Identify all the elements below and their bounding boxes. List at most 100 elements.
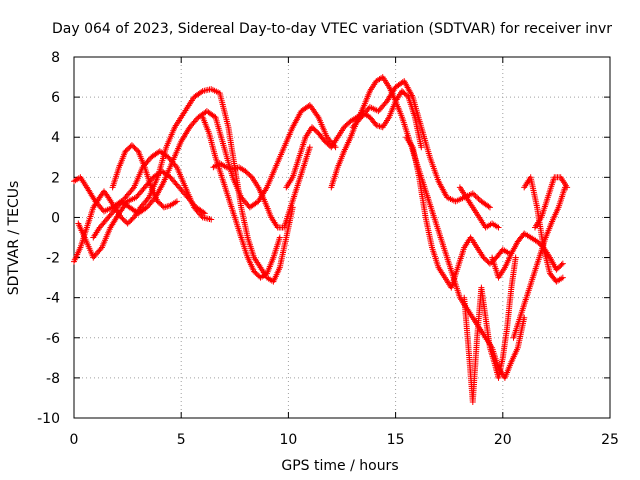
data-point (431, 246, 433, 249)
data-point (169, 176, 172, 179)
data-point (223, 146, 225, 149)
data-point (437, 266, 440, 269)
data-point (203, 212, 206, 215)
data-point (163, 180, 165, 183)
data-point (133, 186, 135, 189)
data-point (98, 196, 101, 199)
data-point (231, 176, 234, 179)
data-point (426, 196, 429, 199)
x-tick-label: 20 (494, 432, 512, 448)
data-point (484, 316, 487, 319)
x-axis-label: GPS time / hours (281, 458, 398, 474)
data-point (362, 106, 365, 108)
data-point (309, 146, 311, 149)
data-point (529, 176, 532, 179)
data-point (418, 176, 420, 179)
data-point (86, 186, 88, 189)
series-arc11 (403, 134, 513, 291)
data-point (227, 126, 230, 128)
grid-lines (74, 57, 610, 418)
data-point (471, 401, 474, 403)
series-arc6 (199, 114, 283, 281)
y-tick-label: -10 (37, 411, 60, 427)
data-point (471, 206, 474, 209)
data-point (240, 236, 243, 239)
y-tick-label: 8 (51, 50, 60, 66)
data-point (482, 256, 485, 259)
y-axis-label: SDTVAR / TECUs (6, 181, 22, 296)
data-point (148, 196, 150, 199)
data-point (156, 200, 159, 203)
data-point (547, 196, 549, 199)
data-point (465, 196, 468, 199)
data-point (266, 186, 268, 189)
data-point (214, 116, 217, 118)
data-point (79, 176, 82, 179)
y-tick-label: -4 (46, 291, 60, 307)
data-point (227, 196, 230, 199)
data-point (180, 116, 182, 118)
data-point (83, 236, 86, 239)
data-point (251, 176, 253, 179)
data-point (538, 256, 541, 259)
y-tick-label: 2 (51, 170, 60, 186)
data-point (542, 246, 545, 249)
data-point (369, 90, 371, 92)
data-point (300, 110, 303, 112)
data-point (405, 136, 408, 139)
data-point (173, 126, 176, 128)
data-point (420, 126, 423, 128)
series-markers (461, 254, 519, 405)
data-point (351, 126, 354, 128)
data-point (510, 286, 513, 289)
data-point (298, 156, 300, 159)
data-point (143, 166, 146, 169)
data-point (285, 186, 288, 189)
series-arc15 (489, 230, 566, 281)
data-point (240, 206, 243, 209)
data-point (176, 166, 178, 169)
data-point (381, 126, 384, 128)
data-point (559, 176, 562, 179)
data-point (133, 216, 135, 219)
data-point (238, 166, 240, 169)
data-point (253, 270, 255, 273)
data-point (334, 146, 337, 149)
data-point (459, 296, 461, 299)
chart-title: Day 064 of 2023, Sidereal Day-to-day VTE… (52, 21, 612, 37)
data-point (266, 276, 268, 279)
data-point (394, 86, 397, 88)
data-point (504, 266, 506, 269)
data-point (429, 156, 431, 159)
data-point (126, 200, 129, 203)
data-point (137, 212, 140, 215)
data-point (349, 136, 352, 139)
data-point (118, 212, 120, 215)
data-point (201, 116, 204, 118)
data-point (469, 236, 472, 239)
data-point (349, 120, 352, 122)
data-point (259, 276, 262, 279)
data-point (555, 268, 558, 271)
data-point (218, 92, 221, 94)
data-point (264, 200, 266, 203)
data-point (116, 206, 118, 209)
data-point (135, 196, 137, 199)
data-point (454, 200, 457, 203)
data-point (497, 377, 500, 379)
data-point (388, 116, 390, 118)
data-point (401, 90, 403, 92)
data-point (139, 206, 142, 209)
data-point (403, 80, 405, 82)
data-point (107, 216, 110, 219)
data-point (452, 276, 455, 279)
series-arc9 (328, 74, 431, 201)
data-point (276, 226, 279, 229)
x-tick-label: 25 (601, 432, 619, 448)
data-point (489, 262, 491, 265)
data-point (266, 272, 268, 275)
data-point (165, 146, 167, 149)
data-point (246, 256, 249, 259)
data-point (283, 226, 285, 229)
data-point (77, 222, 80, 225)
